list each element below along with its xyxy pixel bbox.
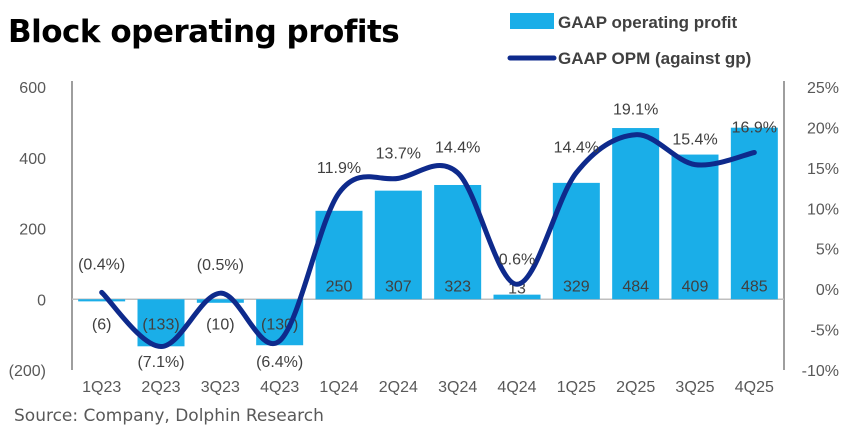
bar [78, 299, 126, 302]
bar [671, 154, 719, 300]
right-tick-label: 10% [807, 201, 839, 218]
bar-data-label: 409 [682, 278, 709, 295]
line-data-label: (6.4%) [256, 354, 303, 371]
bar-data-label: 485 [741, 278, 768, 295]
x-tick-label: 2Q23 [141, 379, 180, 396]
line-data-label: (7.1%) [137, 354, 184, 371]
bar-data-label: (10) [206, 316, 234, 333]
right-tick-label: 25% [807, 80, 839, 97]
line-data-label: 0.6% [499, 251, 535, 268]
left-tick-label: (200) [9, 363, 46, 380]
line-data-label: 16.9% [732, 119, 777, 136]
bar-data-label: (6) [92, 316, 112, 333]
right-tick-label: 5% [816, 242, 839, 259]
bar [374, 190, 422, 300]
x-tick-label: 1Q24 [319, 379, 358, 396]
x-tick-label: 1Q23 [82, 379, 121, 396]
line-data-label: 15.4% [672, 132, 717, 149]
line-data-label: 13.7% [376, 145, 421, 162]
x-tick-label: 4Q24 [497, 379, 536, 396]
bar [612, 128, 660, 300]
left-tick-label: 600 [19, 80, 46, 97]
bar-data-label: 307 [385, 278, 412, 295]
bar-data-label: 484 [622, 278, 649, 295]
bar-data-label: 323 [444, 278, 471, 295]
line-data-label: (0.5%) [197, 257, 244, 274]
x-tick-label: 2Q25 [616, 379, 655, 396]
x-tick-label: 3Q23 [201, 379, 240, 396]
bar-data-label: 250 [326, 278, 353, 295]
source-note: Source: Company, Dolphin Research [14, 406, 324, 426]
x-tick-label: 1Q25 [557, 379, 596, 396]
bar-data-label: (133) [142, 316, 179, 333]
opm-line [99, 132, 757, 350]
x-tick-label: 2Q24 [379, 379, 418, 396]
left-tick-label: 0 [37, 292, 46, 309]
legend-swatch-bar [510, 13, 554, 29]
line-data-label: 19.1% [613, 102, 658, 119]
right-tick-label: -10% [802, 363, 839, 380]
bar [493, 294, 541, 300]
x-tick-label: 4Q23 [260, 379, 299, 396]
legend-label-line: GAAP OPM (against gp) [558, 49, 751, 68]
line-data-label: 14.4% [435, 140, 480, 157]
x-tick-label: 3Q25 [675, 379, 714, 396]
right-tick-label: 20% [807, 120, 839, 137]
right-tick-label: -5% [811, 323, 839, 340]
legend-label-bar: GAAP operating profit [558, 13, 737, 32]
left-tick-label: 400 [19, 151, 46, 168]
bar [196, 299, 244, 303]
chart-title: Block operating profits [8, 14, 400, 50]
left-tick-label: 200 [19, 222, 46, 239]
x-tick-label: 3Q24 [438, 379, 477, 396]
bar-data-label: 329 [563, 278, 590, 295]
x-tick-label: 4Q25 [735, 379, 774, 396]
line-data-label: 11.9% [317, 160, 361, 177]
line-data-label: (0.4%) [78, 256, 125, 273]
line-data-label: 14.4% [554, 140, 599, 157]
right-tick-label: 15% [807, 161, 839, 178]
right-tick-label: 0% [816, 282, 839, 299]
